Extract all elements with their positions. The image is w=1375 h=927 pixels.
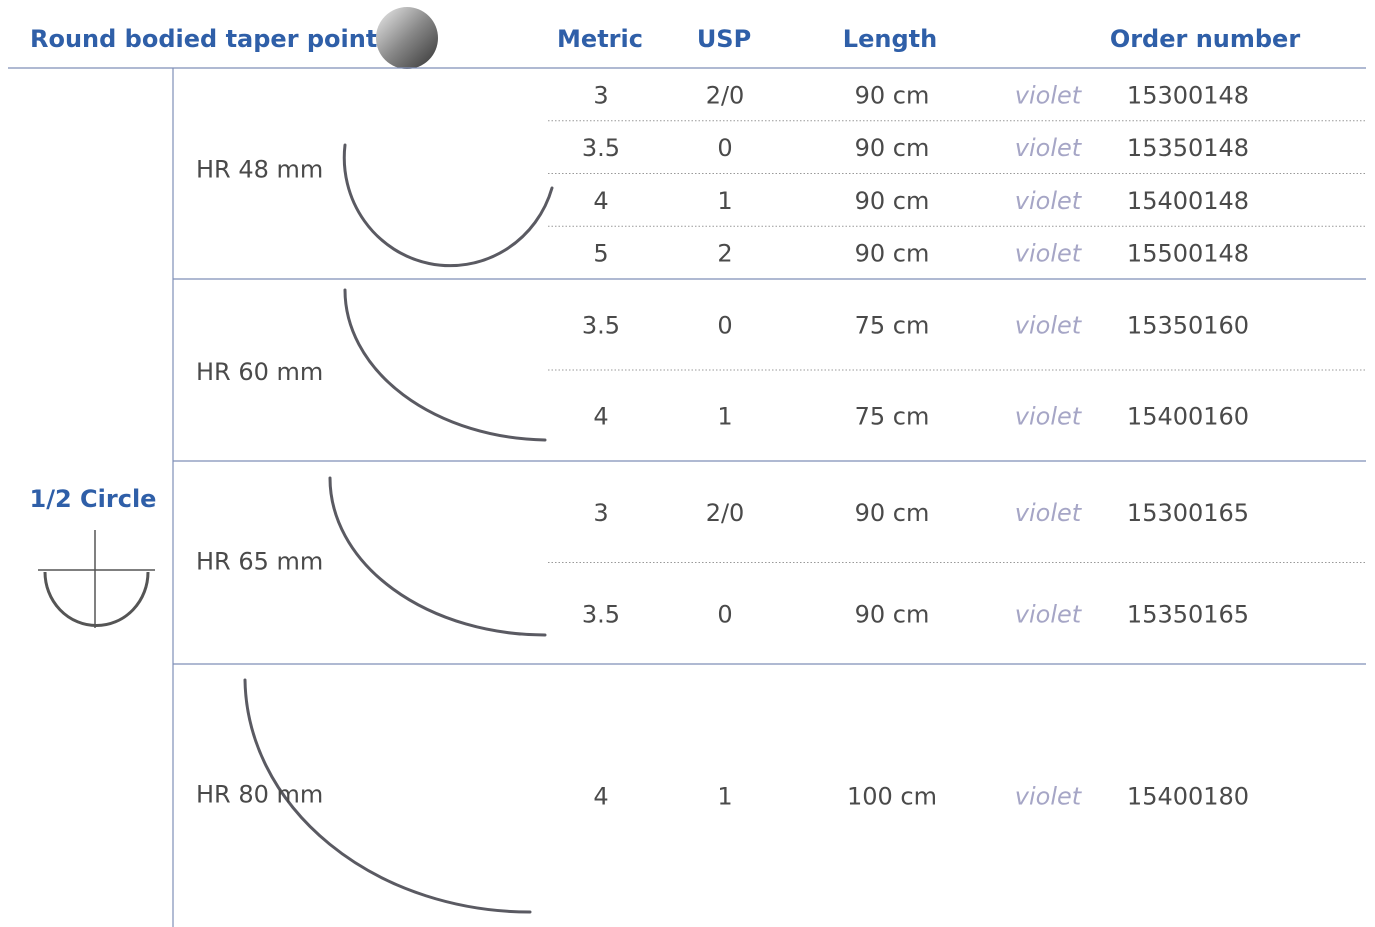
usp: 0 [717,134,732,162]
shape-label: 1/2 Circle [30,485,157,513]
metric: 5 [593,240,608,268]
usp: 2/0 [706,81,745,109]
color: violet [1015,312,1083,340]
usp: 1 [717,187,732,215]
order-number: 15300148 [1127,81,1249,109]
needle-tip-icon [376,7,438,69]
metric: 3 [593,81,608,109]
column-header: Metric [557,25,643,53]
usp: 0 [717,600,732,628]
page: Round bodied taper point 1/2 Circle Metr… [0,0,1375,927]
usp: 2 [717,240,732,268]
needle-label: HR 48 mm [196,156,323,184]
needle-label: HR 60 mm [196,358,323,386]
length: 90 cm [855,134,930,162]
length: 90 cm [855,499,930,527]
order-number: 15400148 [1127,187,1249,215]
order-number: 15500148 [1127,240,1249,268]
length: 75 cm [855,403,930,431]
column-header: Length [843,25,937,53]
color: violet [1015,403,1083,431]
usp: 0 [717,312,732,340]
usp: 2/0 [706,499,745,527]
length: 90 cm [855,600,930,628]
usp: 1 [717,403,732,431]
metric: 4 [593,403,608,431]
column-header: USP [697,25,751,53]
order-number: 15300165 [1127,499,1249,527]
metric: 3.5 [582,312,620,340]
length: 90 cm [855,240,930,268]
color: violet [1015,134,1083,162]
metric: 3 [593,499,608,527]
color: violet [1015,81,1083,109]
half-circle-icon [38,530,155,628]
length: 90 cm [855,187,930,215]
needle-label: HR 80 mm [196,781,323,809]
order-number: 15350165 [1127,600,1249,628]
color: violet [1015,499,1083,527]
metric: 4 [593,783,608,811]
color: violet [1015,187,1083,215]
metric: 3.5 [582,600,620,628]
color: violet [1015,783,1083,811]
length: 75 cm [855,312,930,340]
order-number: 15400160 [1127,403,1249,431]
metric: 3.5 [582,134,620,162]
length: 100 cm [847,783,937,811]
color: violet [1015,240,1083,268]
color: violet [1015,600,1083,628]
order-number: 15350148 [1127,134,1249,162]
needle-label: HR 65 mm [196,548,323,576]
length: 90 cm [855,81,930,109]
usp: 1 [717,783,732,811]
order-number: 15350160 [1127,312,1249,340]
order-number: 15400180 [1127,783,1249,811]
table-title: Round bodied taper point [30,25,377,53]
metric: 4 [593,187,608,215]
column-header: Order number [1110,25,1301,53]
